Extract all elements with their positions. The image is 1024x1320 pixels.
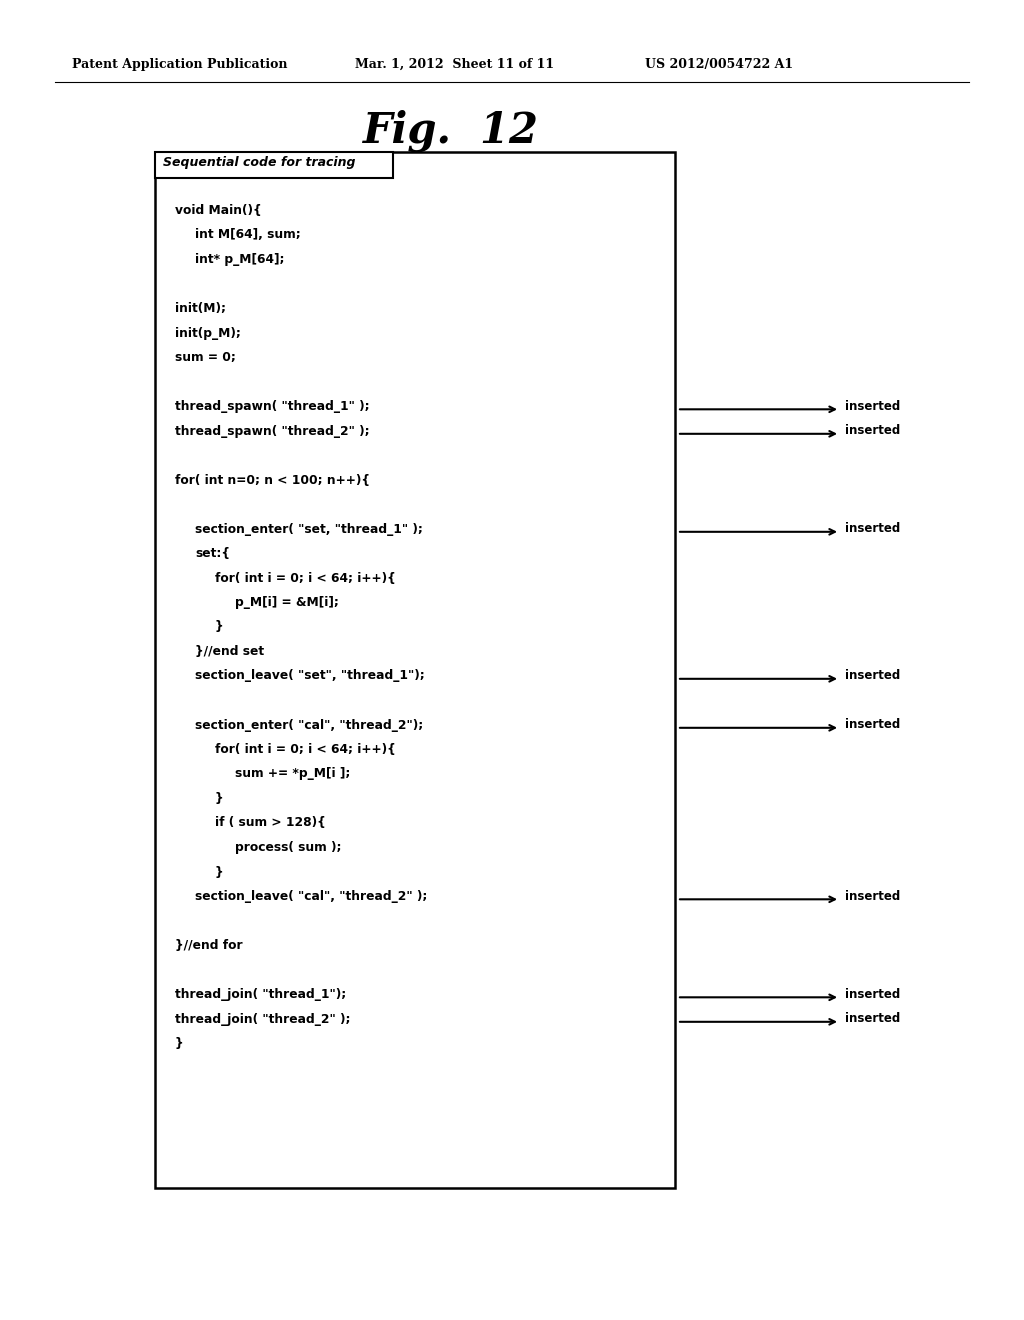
Text: set:{: set:{	[195, 546, 230, 560]
Text: inserted: inserted	[845, 424, 900, 437]
Text: process( sum );: process( sum );	[234, 841, 341, 854]
Text: int* p_M[64];: int* p_M[64];	[195, 253, 285, 267]
Text: for( int i = 0; i < 64; i++){: for( int i = 0; i < 64; i++){	[215, 743, 395, 756]
Text: thread_spawn( "thread_1" );: thread_spawn( "thread_1" );	[175, 400, 370, 413]
Text: Fig.  12: Fig. 12	[362, 110, 539, 153]
Bar	[155, 152, 393, 178]
Text: inserted: inserted	[845, 890, 900, 903]
Text: }: }	[215, 620, 223, 634]
Text: }: }	[215, 792, 223, 805]
Text: section_enter( "set, "thread_1" );: section_enter( "set, "thread_1" );	[195, 523, 423, 536]
Bar	[155, 152, 675, 1188]
Text: }: }	[175, 1038, 183, 1049]
Text: inserted: inserted	[845, 669, 900, 682]
Text: }//end set: }//end set	[195, 645, 264, 657]
Text: US 2012/0054722 A1: US 2012/0054722 A1	[645, 58, 794, 71]
Text: init(p_M);: init(p_M);	[175, 326, 241, 339]
Text: void Main(){: void Main(){	[175, 205, 261, 216]
Text: sum = 0;: sum = 0;	[175, 351, 236, 364]
Text: inserted: inserted	[845, 718, 900, 731]
Text: for( int n=0; n < 100; n++){: for( int n=0; n < 100; n++){	[175, 474, 370, 487]
Text: }//end for: }//end for	[175, 939, 243, 952]
Text: thread_spawn( "thread_2" );: thread_spawn( "thread_2" );	[175, 425, 370, 437]
Text: Mar. 1, 2012  Sheet 11 of 11: Mar. 1, 2012 Sheet 11 of 11	[355, 58, 554, 71]
Text: p_M[i] = &M[i];: p_M[i] = &M[i];	[234, 597, 339, 609]
Text: inserted: inserted	[845, 987, 900, 1001]
Text: thread_join( "thread_2" );: thread_join( "thread_2" );	[175, 1012, 350, 1026]
Text: init(M);: init(M);	[175, 302, 226, 315]
Text: if ( sum > 128){: if ( sum > 128){	[215, 817, 326, 829]
Text: Patent Application Publication: Patent Application Publication	[72, 58, 288, 71]
Text: int M[64], sum;: int M[64], sum;	[195, 228, 301, 242]
Text: section_enter( "cal", "thread_2");: section_enter( "cal", "thread_2");	[195, 718, 423, 731]
Text: section_leave( "cal", "thread_2" );: section_leave( "cal", "thread_2" );	[195, 890, 427, 903]
Text: inserted: inserted	[845, 1012, 900, 1026]
Text: }: }	[215, 866, 223, 879]
Text: for( int i = 0; i < 64; i++){: for( int i = 0; i < 64; i++){	[215, 572, 395, 585]
Text: thread_join( "thread_1");: thread_join( "thread_1");	[175, 987, 346, 1001]
Text: Sequential code for tracing: Sequential code for tracing	[163, 156, 355, 169]
Text: section_leave( "set", "thread_1");: section_leave( "set", "thread_1");	[195, 669, 425, 682]
Text: inserted: inserted	[845, 523, 900, 536]
Text: inserted: inserted	[845, 400, 900, 413]
Text: sum += *p_M[i ];: sum += *p_M[i ];	[234, 767, 350, 780]
